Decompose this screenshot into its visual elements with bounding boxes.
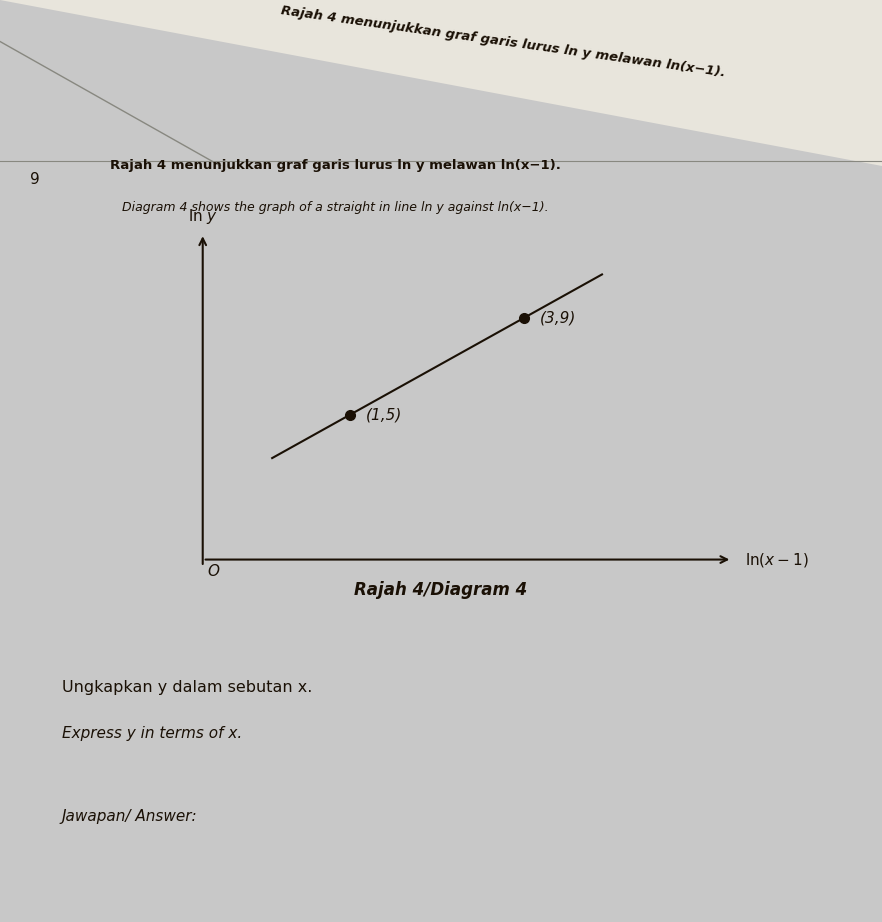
Text: Rajah 4 menunjukkan graf garis lurus ln y melawan ln(x−1).: Rajah 4 menunjukkan graf garis lurus ln … bbox=[109, 160, 561, 172]
Text: (1,5): (1,5) bbox=[366, 408, 402, 422]
Text: Jawapan/ Answer:: Jawapan/ Answer: bbox=[62, 809, 198, 823]
Text: O: O bbox=[207, 564, 219, 579]
Text: $\ln(x-1)$: $\ln(x-1)$ bbox=[745, 550, 809, 569]
Text: Ungkapkan y dalam sebutan x.: Ungkapkan y dalam sebutan x. bbox=[62, 680, 312, 694]
Text: Express y in terms of x.: Express y in terms of x. bbox=[62, 726, 242, 740]
Text: Diagram 4 shows the graph of a straight in line ln y against ln(x−1).: Diagram 4 shows the graph of a straight … bbox=[122, 201, 549, 214]
Text: $\ln\,y$: $\ln\,y$ bbox=[188, 207, 218, 226]
Polygon shape bbox=[0, 0, 882, 166]
Text: Rajah 4/Diagram 4: Rajah 4/Diagram 4 bbox=[355, 581, 527, 598]
Text: (3,9): (3,9) bbox=[540, 311, 576, 325]
Text: 9: 9 bbox=[30, 172, 41, 187]
Text: Rajah 4 menunjukkan graf garis lurus ln y melawan ln(x−1).: Rajah 4 menunjukkan graf garis lurus ln … bbox=[280, 4, 726, 79]
